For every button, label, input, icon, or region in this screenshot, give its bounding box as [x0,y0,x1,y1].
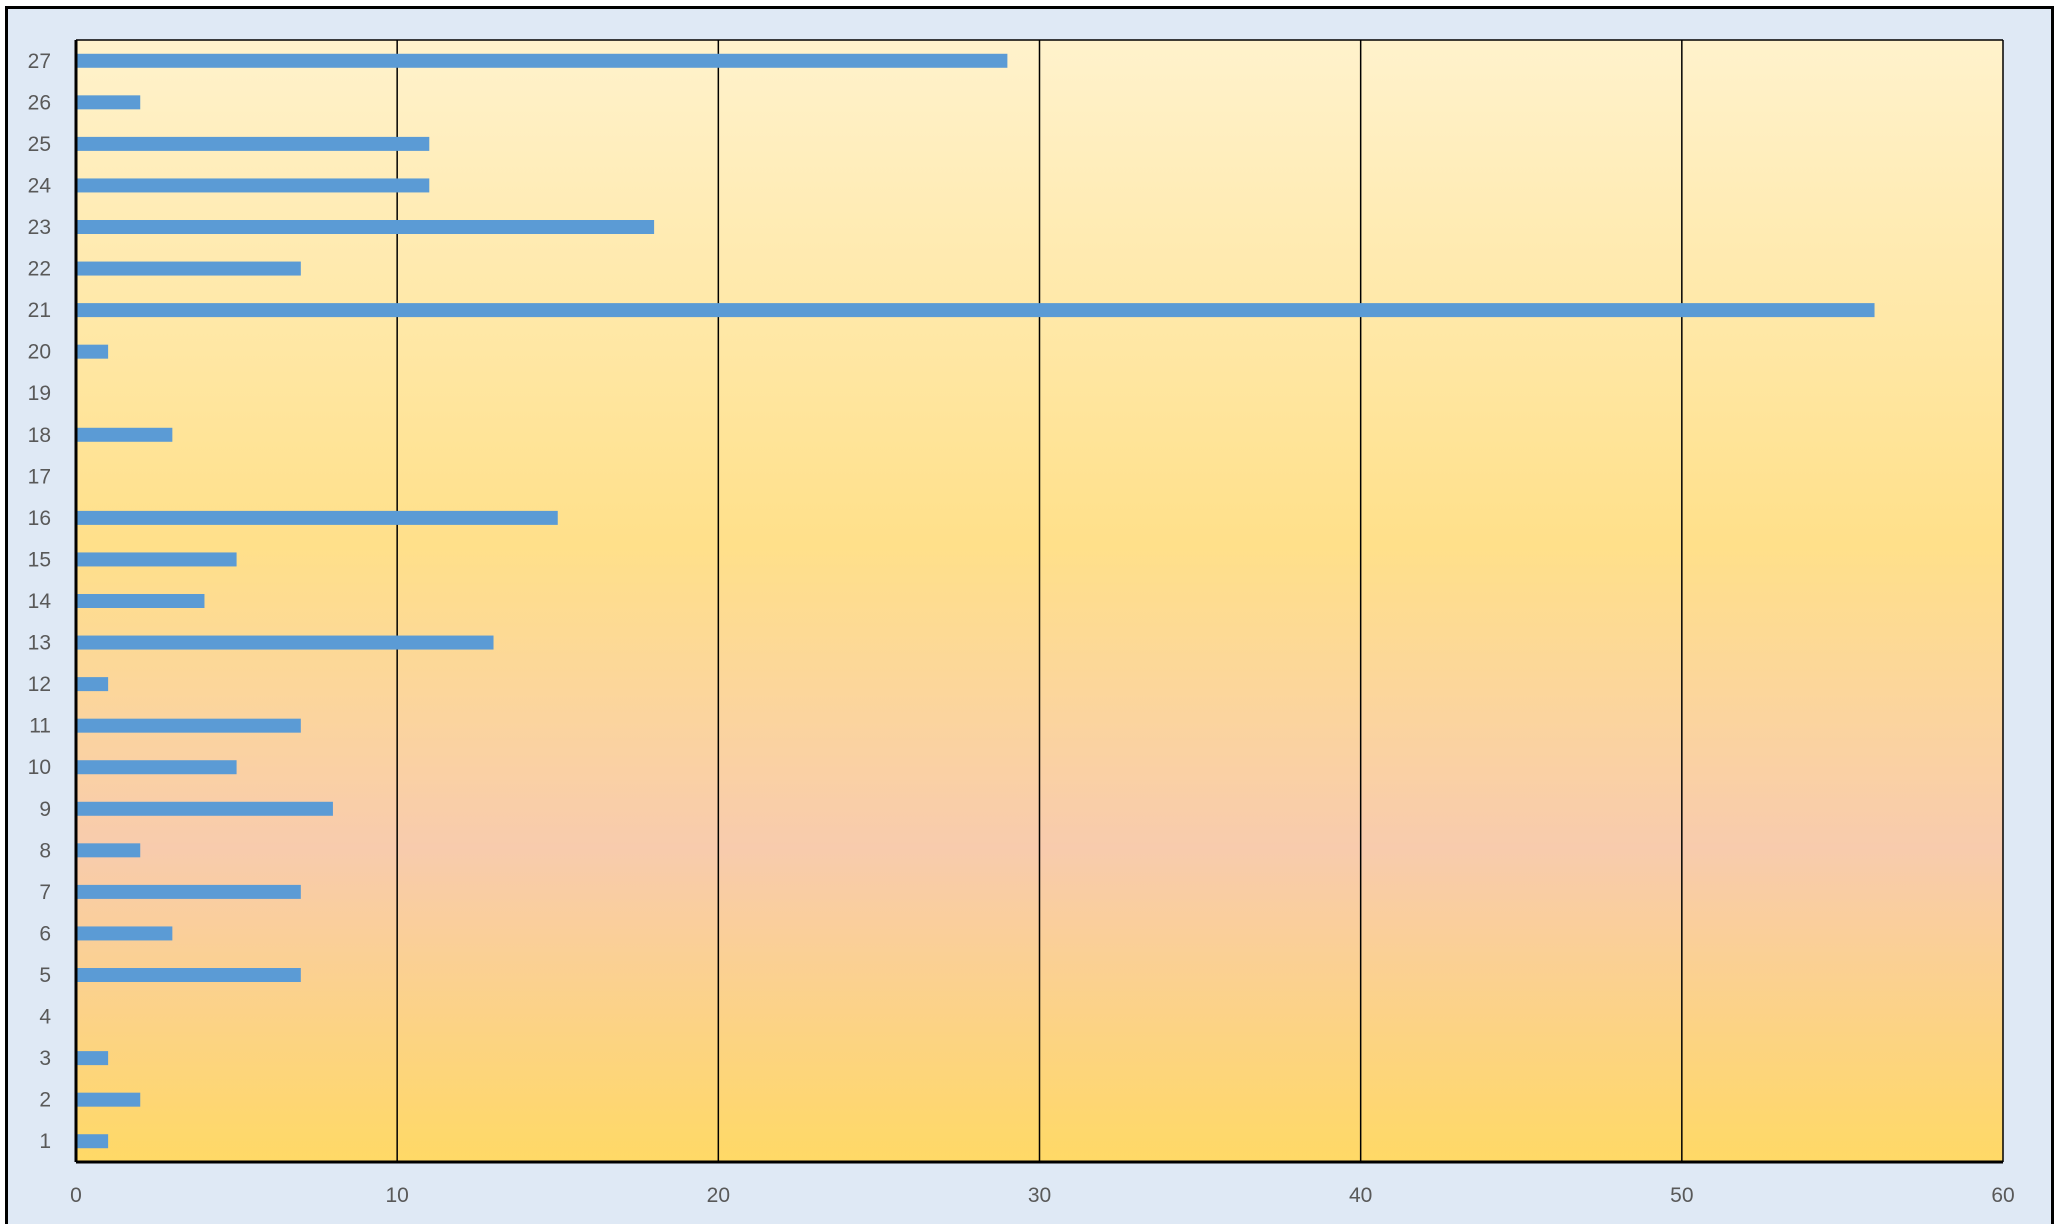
bar-3 [76,1051,109,1066]
bar-2 [76,1092,141,1107]
y-tick-label: 7 [39,881,51,904]
bar-12 [76,677,109,692]
y-tick-label: 17 [28,465,51,488]
bars [76,53,1875,1149]
y-tick-label: 12 [28,673,51,696]
bar-11 [76,718,301,733]
x-tick-label: 50 [1670,1184,1693,1207]
bar-14 [76,594,205,608]
bar-13 [76,635,494,650]
bar-8 [76,843,141,858]
y-tick-label: 1 [39,1130,51,1153]
bar-27 [76,53,1008,68]
x-tick-label: 30 [1028,1184,1051,1207]
y-tick-label: 15 [28,548,51,571]
y-tick-label: 26 [28,91,51,114]
y-tick-label: 3 [39,1047,51,1070]
bar-26 [76,95,141,110]
bar-9 [76,801,333,816]
x-tick-label: 40 [1349,1184,1372,1207]
bar-5 [76,968,301,982]
bar-7 [76,884,301,899]
bar-16 [76,510,558,525]
y-axis-tick-labels: 1234567891011121314151617181920212223242… [28,50,52,1153]
x-tick-label: 10 [385,1184,408,1207]
bar-21 [76,303,1875,318]
y-tick-label: 20 [28,341,51,364]
y-tick-label: 16 [28,507,51,530]
y-tick-label: 13 [28,632,51,655]
y-tick-label: 2 [39,1089,51,1112]
gridlines [76,39,2004,1162]
y-tick-label: 9 [39,798,51,821]
bar-20 [76,344,109,359]
bar-25 [76,136,430,151]
y-tick-label: 8 [39,839,51,862]
y-tick-label: 10 [28,756,51,779]
y-tick-label: 5 [39,964,51,987]
y-tick-label: 11 [29,715,51,738]
y-tick-label: 23 [28,216,51,239]
x-tick-label: 0 [70,1184,82,1207]
y-tick-label: 19 [28,382,51,405]
bar-6 [76,926,173,941]
x-tick-label: 20 [707,1184,730,1207]
y-tick-label: 24 [28,174,52,197]
bar-24 [76,178,430,193]
bar-23 [76,220,655,234]
bar-15 [76,552,237,567]
bar-22 [76,261,301,276]
axes [74,40,2003,1164]
y-tick-label: 27 [28,50,51,73]
y-tick-label: 14 [28,590,52,613]
y-tick-label: 4 [39,1006,51,1029]
y-tick-label: 21 [28,299,51,322]
y-tick-label: 6 [39,922,51,945]
y-tick-label: 25 [28,133,51,156]
bar-10 [76,760,237,775]
x-axis-tick-labels: 0 10 20 30 40 50 60 [70,1184,2015,1207]
bar-18 [76,427,173,442]
bar-1 [76,1134,109,1149]
y-tick-label: 18 [28,424,51,447]
y-tick-label: 22 [28,258,51,281]
x-tick-label: 60 [1991,1184,2014,1207]
